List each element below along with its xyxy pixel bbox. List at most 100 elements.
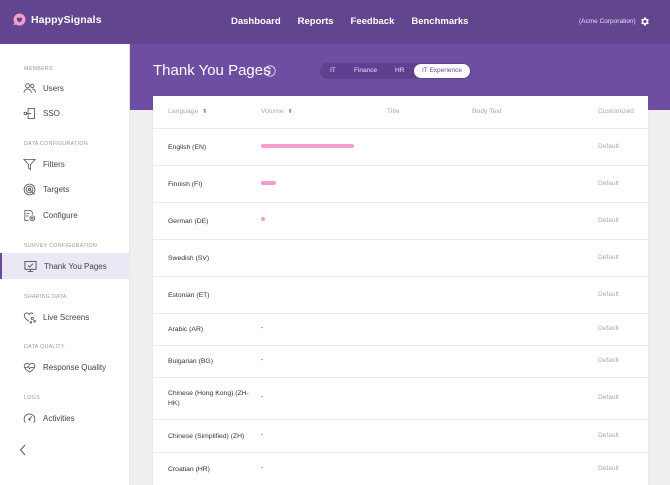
sidebar-item-configure[interactable]: Configure: [0, 202, 130, 228]
sidebar-item-label: Response Quality: [43, 362, 107, 372]
column-volume[interactable]: Volume ⬍: [261, 108, 293, 115]
sidebar-item-label: Thank You Pages: [44, 261, 107, 271]
volume-cell: -: [261, 325, 264, 332]
sidebar: MEMBERS Users SSO DATA CONFIGURATION Fil…: [0, 44, 130, 485]
gauge-icon: [23, 413, 36, 423]
sidebar-item-label: Configure: [43, 210, 78, 220]
category-tabs: IT Finance HR IT Experience: [320, 63, 471, 79]
main-nav: Dashboard Reports Feedback Benchmarks: [231, 16, 485, 27]
section-data-quality: DATA QUALITY: [24, 344, 65, 350]
sidebar-item-sso[interactable]: SSO: [0, 100, 130, 126]
volume-cell: -: [261, 465, 264, 472]
table-row[interactable]: Arabic (AR) - Default: [153, 314, 648, 346]
column-customized: Customized: [598, 108, 634, 115]
customized-cell: Default: [598, 394, 619, 401]
filter-icon: [23, 158, 36, 170]
language-cell: Arabic (AR): [168, 326, 204, 333]
table-header: Language ⬍ Volume ⬍ Title Body Text Custom…: [153, 96, 648, 129]
info-icon[interactable]: [264, 65, 276, 77]
tab-hr[interactable]: HR: [395, 67, 405, 74]
language-cell: English (EN): [168, 144, 207, 151]
tab-it-experience[interactable]: IT Experience: [414, 64, 470, 78]
customized-cell: Default: [598, 217, 619, 224]
sidebar-item-thank-you-pages[interactable]: Thank You Pages: [0, 253, 130, 279]
volume-bar: [261, 181, 276, 185]
customized-cell: Default: [598, 357, 619, 364]
language-cell: Finnish (FI): [168, 181, 203, 188]
table-row[interactable]: Bulgarian (BG) - Default: [153, 346, 648, 378]
language-cell: Estonian (ET): [168, 292, 210, 299]
sidebar-item-label: Filters: [43, 159, 65, 169]
customized-cell: Default: [598, 254, 619, 261]
language-cell: Chinese (Simplified) (ZH): [168, 433, 245, 440]
sidebar-item-label: Activities: [43, 413, 75, 423]
customized-cell: Default: [598, 291, 619, 298]
table-row[interactable]: Croatian (HR) - Default: [153, 453, 648, 485]
gear-icon[interactable]: [639, 16, 650, 27]
section-members: MEMBERS: [24, 66, 53, 72]
sort-icon: ⬍: [287, 109, 293, 115]
language-cell: German (DE): [168, 218, 209, 225]
nav-benchmarks[interactable]: Benchmarks: [411, 16, 469, 27]
language-cell: Swedish (SV): [168, 255, 210, 262]
language-cell: Croatian (HR): [168, 466, 210, 473]
table-row[interactable]: English (EN) Default: [153, 129, 648, 166]
customized-cell: Default: [598, 325, 619, 332]
table-row[interactable]: German (DE) Default: [153, 203, 648, 240]
heart-pulse-icon: [23, 362, 36, 373]
customized-cell: Default: [598, 180, 619, 187]
table-row[interactable]: Chinese (Simplified) (ZH) - Default: [153, 420, 648, 453]
customized-cell: Default: [598, 143, 619, 150]
sidebar-item-users[interactable]: Users: [0, 75, 130, 101]
tab-it[interactable]: IT: [330, 67, 336, 74]
volume-cell: -: [261, 357, 264, 364]
table-row[interactable]: Finnish (FI) Default: [153, 166, 648, 203]
section-data-configuration: DATA CONFIGURATION: [24, 141, 88, 147]
customized-cell: Default: [598, 432, 619, 439]
language-cell: Chinese (Hong Kong) (ZH-HK): [168, 390, 249, 407]
tab-finance[interactable]: Finance: [354, 67, 378, 74]
sidebar-item-live-screens[interactable]: Live Screens: [0, 304, 130, 330]
languages-table: Language ⬍ Volume ⬍ Title Body Text Custom…: [153, 96, 648, 485]
volume-bar: [261, 144, 354, 148]
column-title: Title: [387, 108, 400, 115]
column-body-text: Body Text: [472, 108, 502, 115]
happysignals-logo-icon: [13, 13, 26, 26]
volume-cell: -: [261, 432, 264, 439]
table-row[interactable]: Estonian (ET) Default: [153, 277, 648, 314]
top-navigation-bar: HappySignals Dashboard Reports Feedback …: [0, 0, 670, 44]
monitor-check-icon: [24, 260, 37, 272]
brand-name: HappySignals: [31, 13, 102, 26]
language-cell: Bulgarian (BG): [168, 358, 213, 365]
nav-dashboard[interactable]: Dashboard: [231, 16, 281, 27]
sidebar-item-label: Users: [43, 83, 64, 93]
sidebar-item-filters[interactable]: Filters: [0, 151, 130, 177]
sidebar-item-activities[interactable]: Activities: [0, 405, 130, 431]
customized-cell: Default: [598, 465, 619, 472]
section-survey-configuration: SURVEY CONFIGURATION: [24, 243, 98, 249]
nav-reports[interactable]: Reports: [297, 16, 334, 27]
sidebar-item-targets[interactable]: Targets: [0, 176, 130, 202]
section-logs: LOGS: [24, 395, 40, 401]
volume-bar: [261, 217, 265, 221]
nav-feedback[interactable]: Feedback: [350, 16, 395, 27]
sidebar-item-response-quality[interactable]: Response Quality: [0, 354, 130, 380]
logo[interactable]: HappySignals: [13, 13, 102, 26]
sidebar-item-label: SSO: [43, 108, 60, 118]
organization-name: (Acme Corporation): [579, 18, 636, 25]
users-icon: [23, 82, 36, 93]
collapse-sidebar-chevron-icon[interactable]: [18, 444, 28, 456]
configure-icon: [24, 209, 36, 221]
sidebar-item-label: Targets: [43, 184, 70, 194]
table-row[interactable]: Chinese (Hong Kong) (ZH-HK) - Default: [153, 378, 648, 420]
sidebar-item-label: Live Screens: [43, 312, 90, 322]
sso-icon: [23, 107, 36, 119]
section-sharing-data: SHARING DATA: [24, 294, 67, 300]
volume-cell: -: [261, 394, 264, 401]
sort-icon: ⬍: [202, 109, 208, 115]
column-language[interactable]: Language ⬍: [168, 108, 208, 115]
target-icon: [23, 183, 36, 195]
table-row[interactable]: Swedish (SV) Default: [153, 240, 648, 277]
page-title: Thank You Pages: [153, 62, 271, 79]
live-screens-icon: [23, 312, 36, 324]
